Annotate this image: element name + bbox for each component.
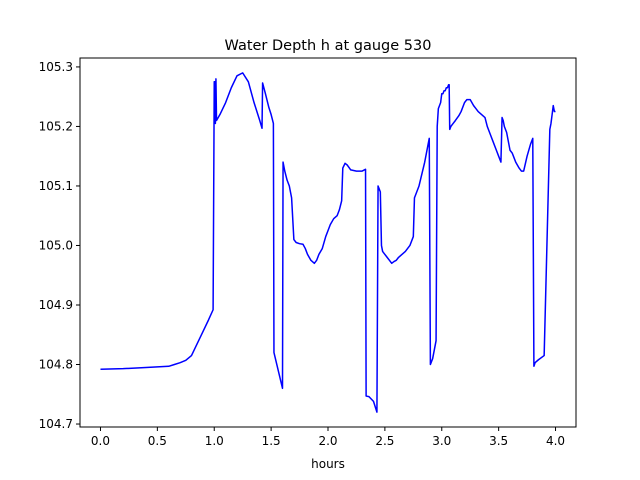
plot-area [100, 72, 556, 413]
y-tick-label: 105.3 [39, 60, 73, 74]
x-tick-label: 1.5 [262, 434, 281, 448]
y-tick-label: 104.8 [39, 358, 73, 372]
y-tick-label: 105.2 [39, 119, 73, 133]
x-axis: 0.0 0.5 1.0 1.5 2.0 2.5 3.0 3.5 4.0 [91, 427, 565, 448]
x-tick-label: 4.0 [546, 434, 565, 448]
y-tick-label: 105.1 [39, 179, 73, 193]
chart-title: Water Depth h at gauge 530 [225, 38, 432, 54]
x-tick-label: 1.0 [205, 434, 224, 448]
x-tick-label: 2.0 [318, 434, 337, 448]
x-axis-label: hours [311, 457, 345, 471]
x-tick-label: 0.0 [91, 434, 110, 448]
y-tick-label: 104.7 [39, 417, 73, 431]
y-tick-label: 105.0 [39, 238, 73, 252]
x-tick-label: 3.5 [489, 434, 508, 448]
series-line [100, 72, 556, 413]
y-axis: 104.7 104.8 104.9 105.0 105.1 105.2 105.3 [39, 60, 80, 431]
y-tick-label: 104.9 [39, 298, 73, 312]
x-tick-label: 3.0 [432, 434, 451, 448]
x-tick-label: 2.5 [375, 434, 394, 448]
x-tick-label: 0.5 [148, 434, 167, 448]
